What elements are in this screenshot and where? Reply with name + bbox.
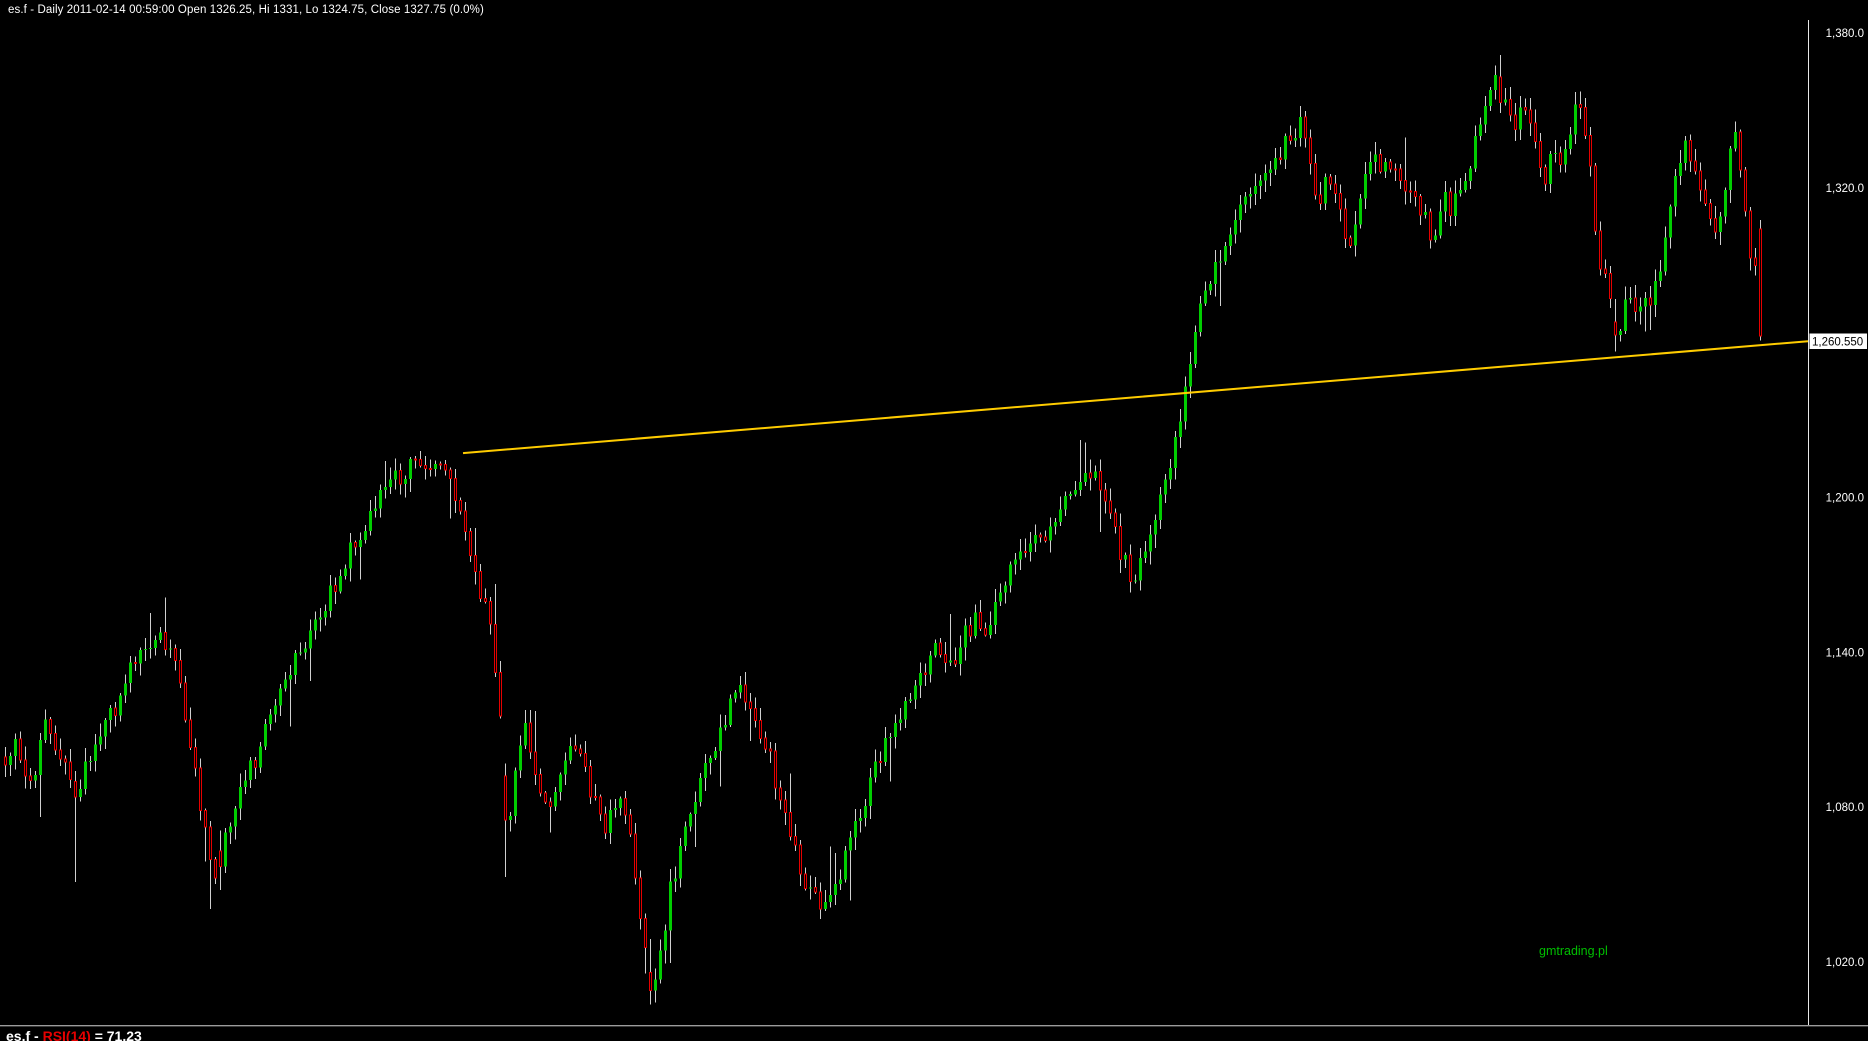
pane-divider[interactable] [0,1025,1868,1026]
pane-divider-shadow [0,1026,1868,1027]
candlestick-series [4,75,1762,991]
y-axis-tick-label: 1,380.0 [1826,28,1864,40]
trendline-price-label: 1,260.550 [1808,333,1868,350]
y-axis-tick-label: 1,020.0 [1826,957,1864,969]
chart-title: es.f - Daily 2011-02-14 00:59:00 Open 13… [8,4,484,16]
y-axis-tick-label: 1,200.0 [1826,493,1864,505]
watermark-text: gmtrading.pl [1539,944,1608,958]
price-axis[interactable]: 1,380.0 1,320.0 1,200.0 1,140.0 1,080.0 1,020… [1808,20,1865,1025]
indicator-name: RSI(14) [42,1028,91,1041]
candle-wicks-layer [5,54,1761,1005]
y-axis-tick-label: 1,320.0 [1826,183,1864,195]
indicator-symbol-prefix: es.f - [6,1028,43,1041]
y-axis-tick-label: 1,080.0 [1826,802,1864,814]
trendline[interactable] [462,340,1809,455]
y-axis-tick-label: 1,140.0 [1826,647,1864,659]
trendline-value-text: 1,260.550 [1812,336,1863,348]
indicator-pane-title: es.f - RSI(14) = 71.23 [6,1028,142,1041]
indicator-value: = 71.23 [90,1028,142,1041]
